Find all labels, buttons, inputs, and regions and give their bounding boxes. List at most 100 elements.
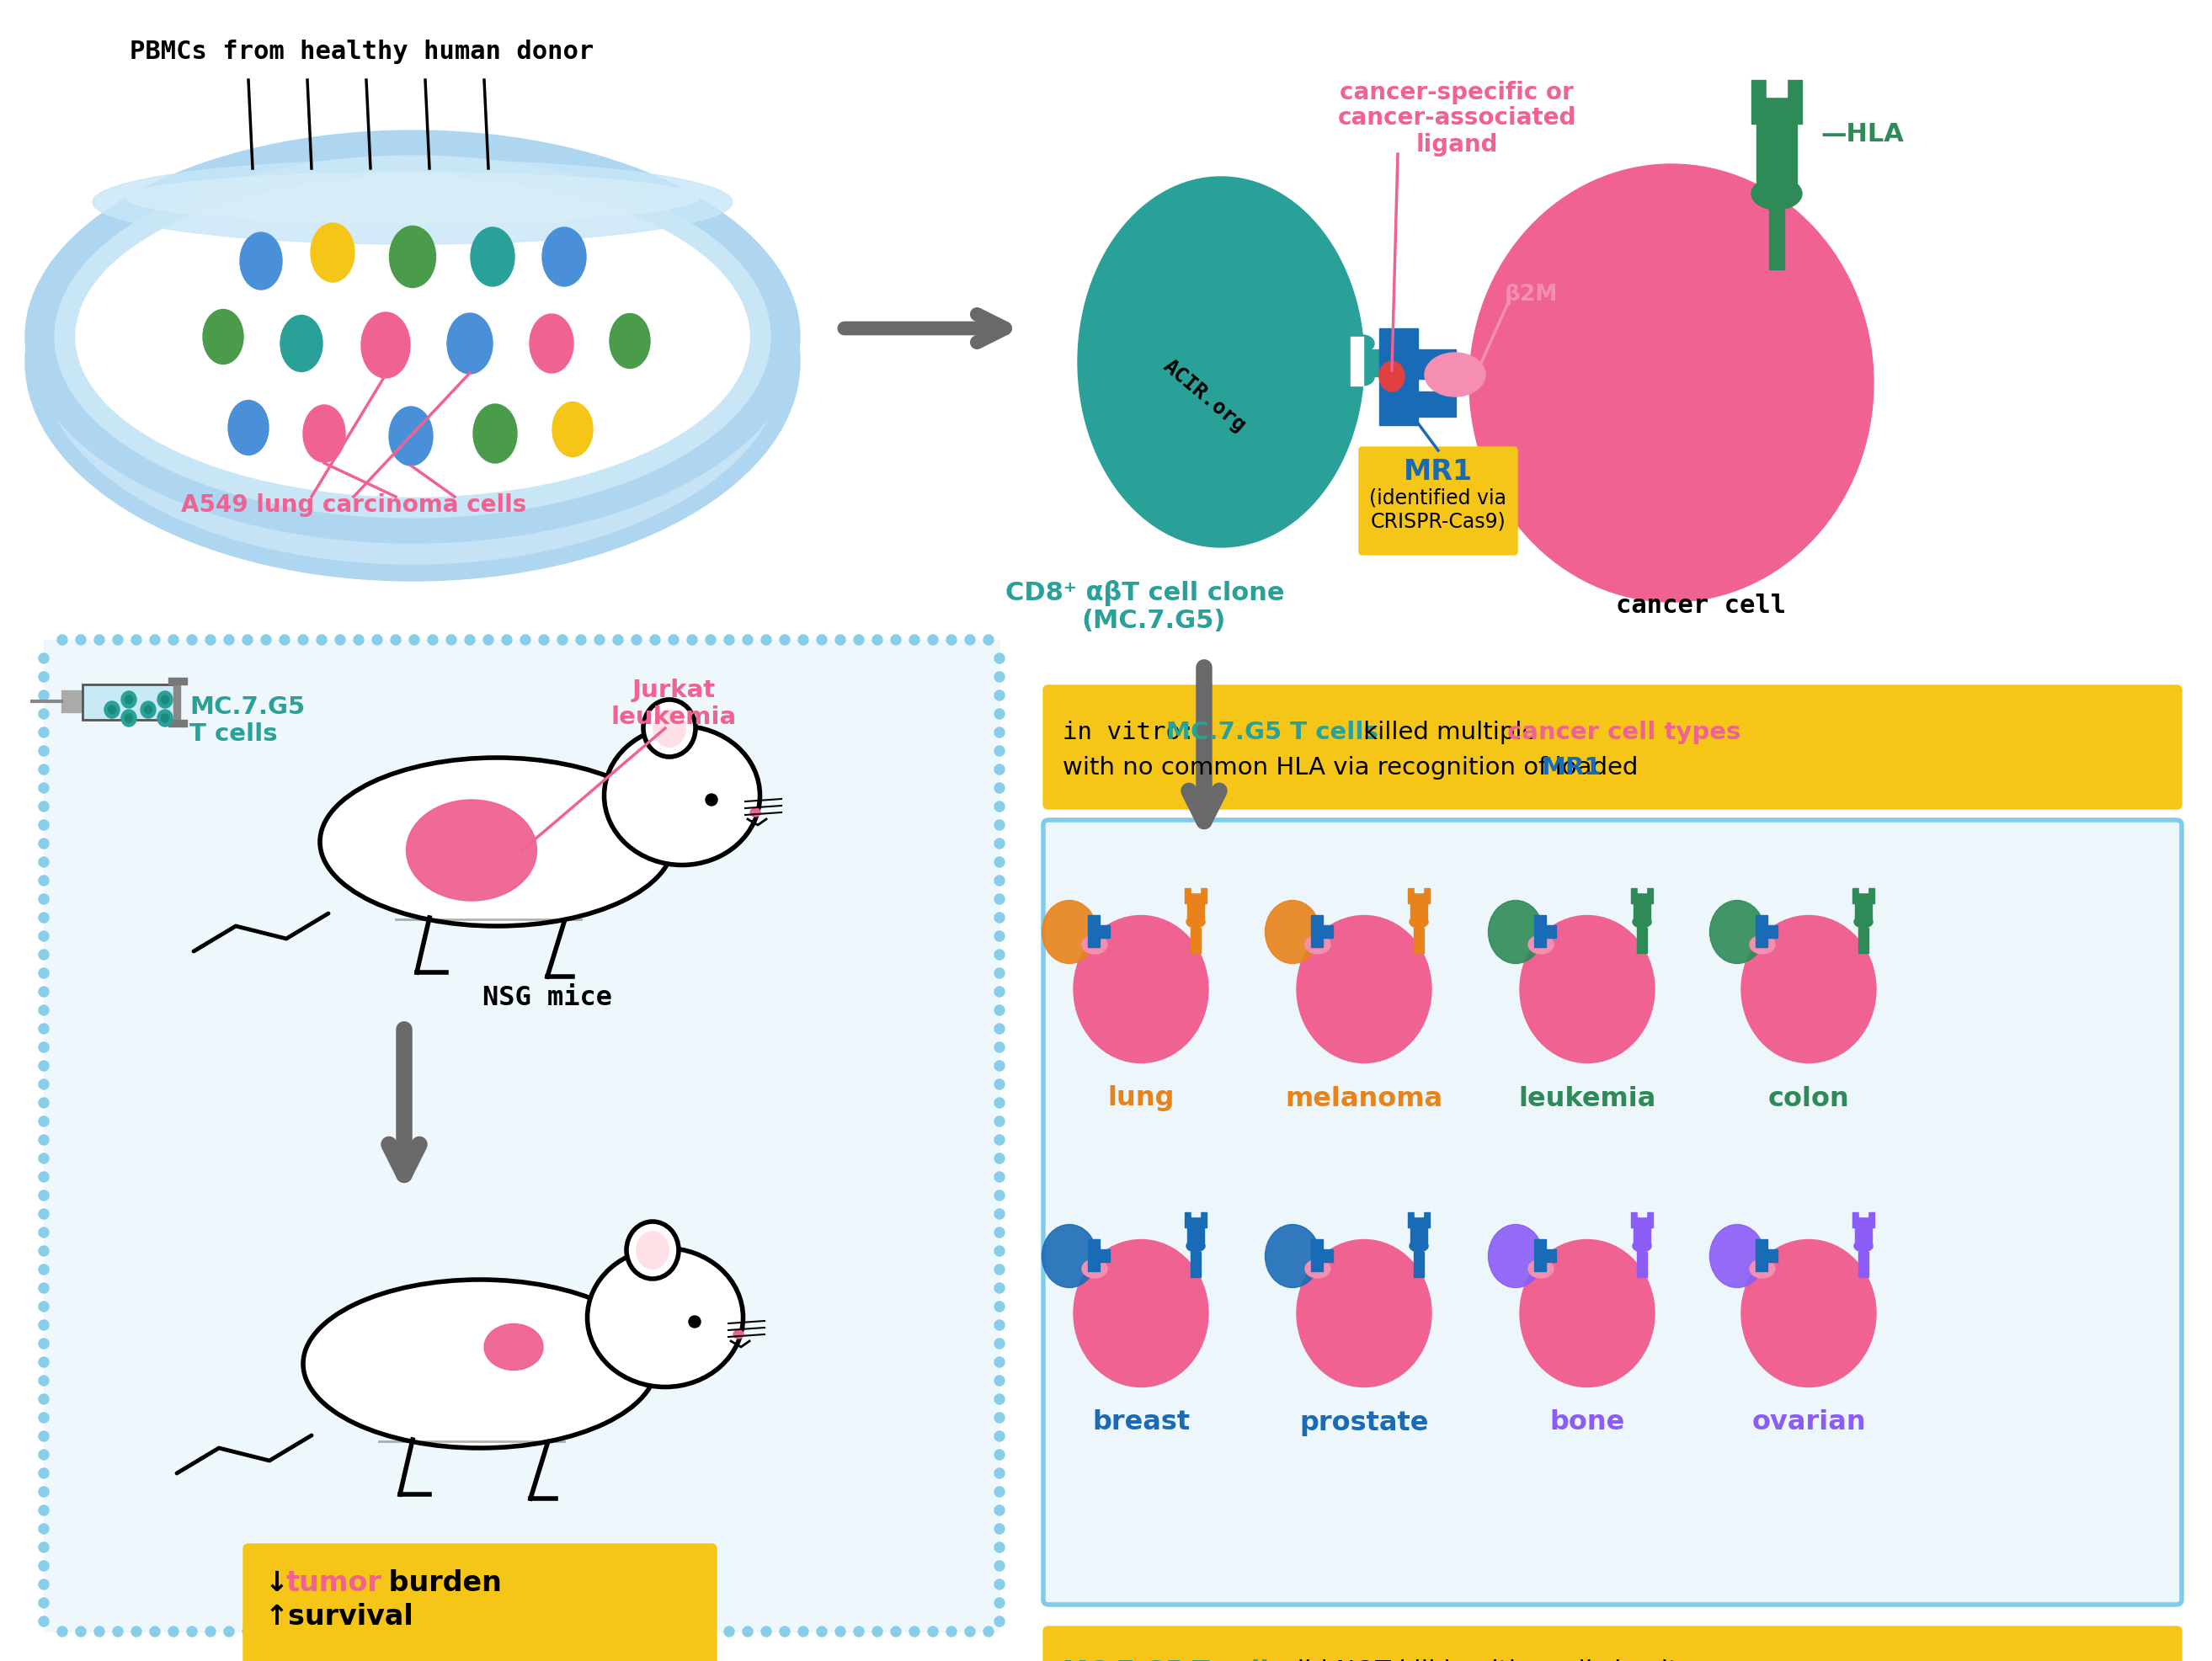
Ellipse shape	[1854, 915, 1874, 928]
Ellipse shape	[40, 691, 49, 701]
Bar	[1535, 915, 1546, 947]
Ellipse shape	[1265, 900, 1321, 963]
Ellipse shape	[40, 1505, 49, 1515]
Ellipse shape	[995, 1302, 1004, 1312]
Ellipse shape	[188, 1626, 197, 1636]
Ellipse shape	[279, 635, 290, 644]
Ellipse shape	[995, 1227, 1004, 1237]
Ellipse shape	[465, 635, 476, 644]
Ellipse shape	[40, 746, 49, 756]
Ellipse shape	[595, 635, 604, 644]
Ellipse shape	[995, 1357, 1004, 1367]
FancyBboxPatch shape	[1044, 821, 2181, 1605]
Bar	[1770, 203, 1785, 269]
Ellipse shape	[1710, 900, 1765, 963]
Ellipse shape	[836, 1626, 845, 1636]
Ellipse shape	[126, 714, 133, 723]
Ellipse shape	[150, 635, 159, 644]
Ellipse shape	[168, 635, 179, 644]
Bar	[1413, 928, 1425, 953]
Ellipse shape	[40, 1616, 49, 1626]
Text: A549 lung carcinoma cells: A549 lung carcinoma cells	[181, 493, 526, 517]
Ellipse shape	[40, 894, 49, 904]
Ellipse shape	[688, 635, 697, 644]
Bar	[1312, 1239, 1323, 1271]
Text: Jurkat: Jurkat	[633, 679, 714, 703]
Text: β2M: β2M	[1504, 284, 1557, 306]
Ellipse shape	[1409, 1241, 1429, 1252]
Ellipse shape	[927, 635, 938, 644]
Ellipse shape	[1296, 915, 1431, 1063]
Ellipse shape	[750, 809, 761, 817]
Ellipse shape	[1632, 1241, 1650, 1252]
Ellipse shape	[995, 912, 1004, 922]
Ellipse shape	[1750, 935, 1774, 953]
Ellipse shape	[1352, 369, 1374, 385]
Ellipse shape	[204, 309, 243, 364]
Bar	[1630, 1213, 1652, 1227]
Ellipse shape	[995, 1394, 1004, 1404]
FancyBboxPatch shape	[243, 1545, 717, 1661]
Ellipse shape	[113, 1626, 124, 1636]
Ellipse shape	[779, 635, 790, 644]
Text: lung: lung	[1108, 1086, 1175, 1111]
Ellipse shape	[995, 968, 1004, 978]
Ellipse shape	[484, 1324, 544, 1370]
Text: cancer-associated: cancer-associated	[1338, 106, 1575, 130]
Ellipse shape	[372, 1626, 383, 1636]
Ellipse shape	[303, 1279, 657, 1448]
Ellipse shape	[995, 1523, 1004, 1533]
Ellipse shape	[471, 228, 515, 286]
Ellipse shape	[588, 1247, 743, 1387]
Ellipse shape	[1528, 1259, 1553, 1277]
Ellipse shape	[995, 857, 1004, 867]
Ellipse shape	[40, 1116, 49, 1126]
Ellipse shape	[604, 726, 761, 865]
Bar	[1637, 1252, 1648, 1277]
Ellipse shape	[995, 1375, 1004, 1385]
Ellipse shape	[1854, 1241, 1874, 1252]
Ellipse shape	[58, 1626, 66, 1636]
Ellipse shape	[40, 1264, 49, 1274]
Bar	[1546, 1249, 1555, 1262]
Ellipse shape	[1073, 1239, 1208, 1387]
Ellipse shape	[1073, 915, 1208, 1063]
Bar	[1858, 1252, 1869, 1277]
Ellipse shape	[321, 757, 675, 927]
Ellipse shape	[40, 875, 49, 885]
Text: PBMCs from healthy human donor: PBMCs from healthy human donor	[131, 40, 595, 65]
Ellipse shape	[995, 1116, 1004, 1126]
Ellipse shape	[108, 706, 115, 714]
Ellipse shape	[1265, 1224, 1321, 1287]
Ellipse shape	[24, 131, 801, 543]
Ellipse shape	[995, 1487, 1004, 1497]
Ellipse shape	[984, 1626, 993, 1636]
Text: leukemia: leukemia	[1517, 1086, 1657, 1111]
Ellipse shape	[40, 709, 49, 719]
Text: colon: colon	[1767, 1086, 1849, 1111]
Bar	[1860, 1209, 1867, 1216]
Ellipse shape	[261, 1626, 272, 1636]
Ellipse shape	[995, 782, 1004, 792]
Ellipse shape	[40, 821, 49, 830]
Ellipse shape	[40, 1098, 49, 1108]
Bar	[1323, 1249, 1334, 1262]
Bar	[1323, 925, 1334, 938]
Bar	[1407, 889, 1429, 904]
Ellipse shape	[223, 1626, 234, 1636]
Ellipse shape	[261, 635, 272, 644]
Ellipse shape	[473, 404, 518, 463]
Ellipse shape	[542, 228, 586, 286]
Ellipse shape	[1042, 900, 1097, 963]
Ellipse shape	[520, 1626, 531, 1636]
Ellipse shape	[836, 635, 845, 644]
Ellipse shape	[40, 1320, 49, 1330]
Ellipse shape	[964, 1626, 975, 1636]
Bar	[1858, 928, 1869, 953]
Bar	[1630, 889, 1652, 904]
Bar	[1632, 1226, 1650, 1247]
Ellipse shape	[995, 1468, 1004, 1478]
Ellipse shape	[1489, 1224, 1544, 1287]
Text: CD8⁺ αβT cell clone: CD8⁺ αβT cell clone	[1006, 580, 1285, 606]
Ellipse shape	[995, 1264, 1004, 1274]
